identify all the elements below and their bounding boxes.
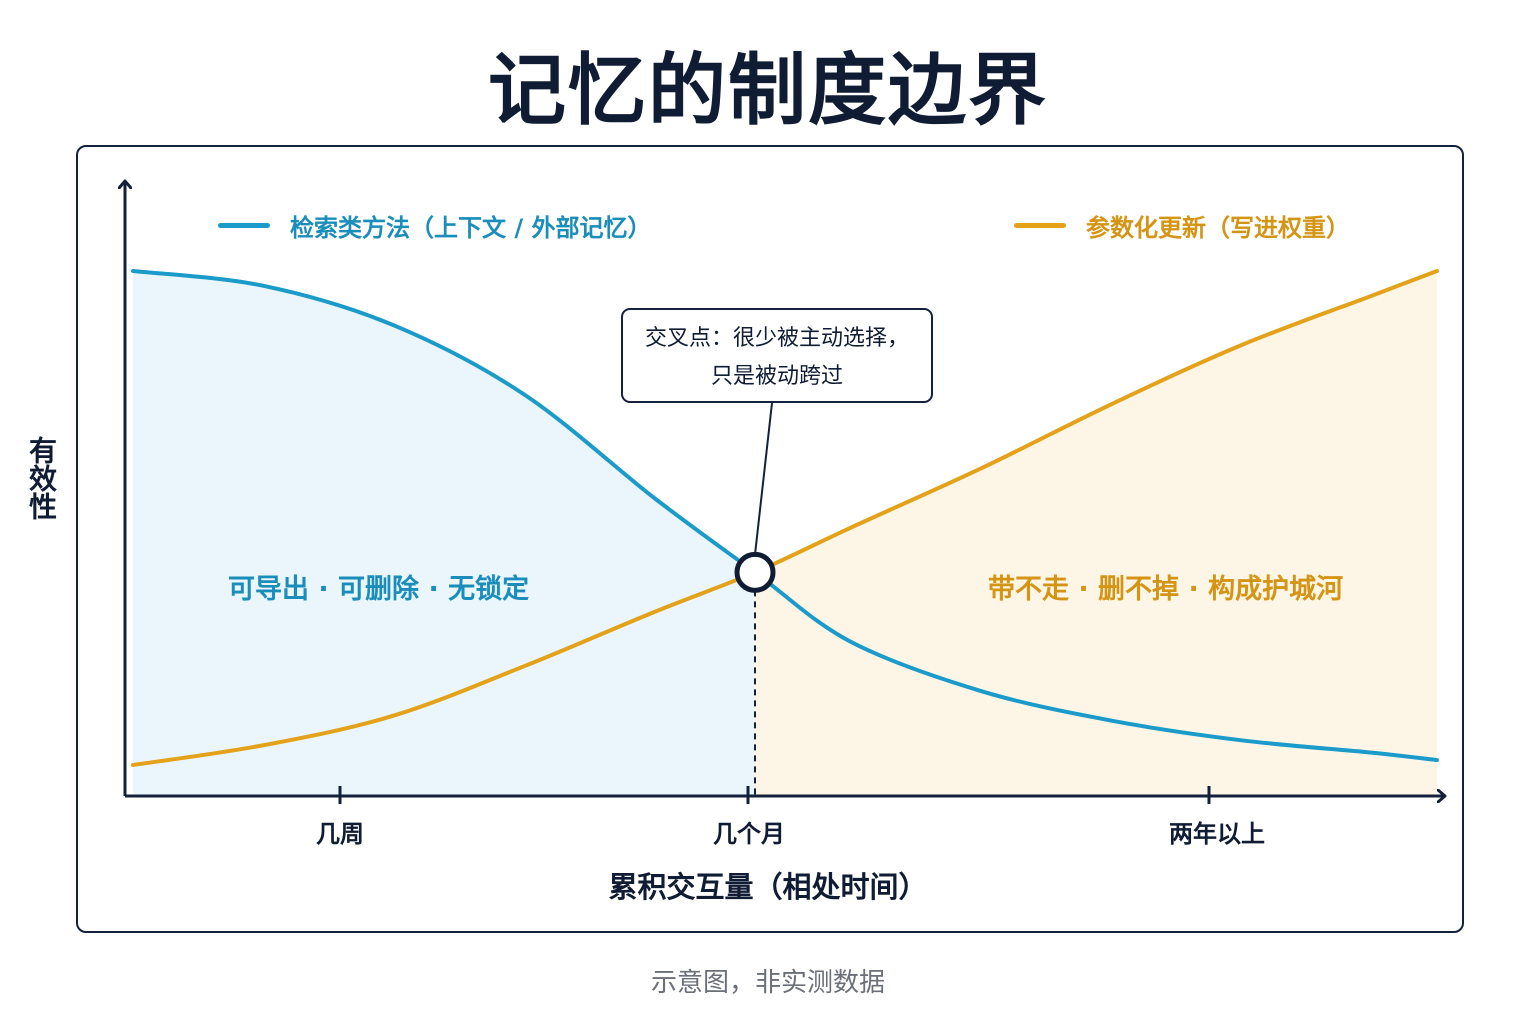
callout-line-1: 交叉点：很少被主动选择，: [644, 326, 909, 351]
legend-retrieval-label: 检索类方法（上下文 / 外部记忆）: [290, 214, 652, 242]
legend-retrieval: 检索类方法（上下文 / 外部记忆）: [218, 208, 651, 243]
callout-pointer: [754, 402, 773, 555]
x-tick-label-years: 两年以上: [1169, 820, 1265, 848]
region-label-right: 带不走 · 删不掉 · 构成护城河: [988, 574, 1344, 605]
crossover-callout: 交叉点：很少被主动选择， 只是被动跨过: [621, 308, 933, 403]
x-tick-label-weeks: 几周: [316, 820, 364, 848]
region-fill-right: [755, 271, 1437, 796]
x-tick-label-months: 几个月: [713, 820, 785, 848]
callout-line-2: 只是被动跨过: [710, 364, 843, 389]
region-fill-left: [133, 271, 756, 796]
y-axis-label: 有效性: [25, 436, 58, 520]
chart-frame: [76, 145, 1464, 933]
legend-parametric-label: 参数化更新（写进权重）: [1086, 214, 1350, 242]
x-axis-label: 累积交互量（相处时间）: [608, 870, 928, 904]
region-label-left: 可导出 · 可删除 · 无锁定: [228, 574, 530, 605]
legend-retrieval-swatch: [218, 223, 270, 228]
chart-title: 记忆的制度边界: [487, 46, 1048, 136]
legend-parametric: 参数化更新（写进权重）: [1014, 208, 1350, 243]
series-line-retrieval: [131, 269, 1439, 763]
crossover-point-marker: [734, 551, 776, 593]
legend-parametric-swatch: [1014, 223, 1066, 228]
caption: 示意图，非实测数据: [650, 968, 885, 998]
series-line-parametric: [131, 269, 1439, 767]
